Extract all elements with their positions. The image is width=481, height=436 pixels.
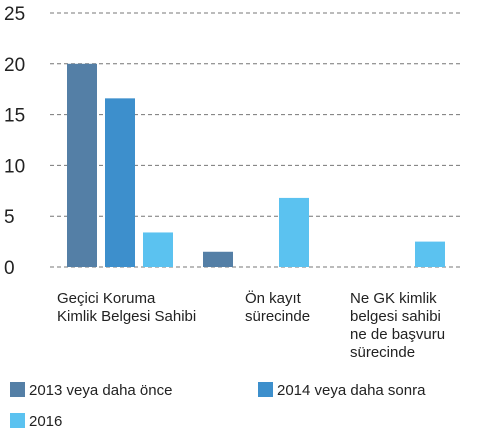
y-tick-label: 10 xyxy=(4,156,25,177)
x-tick-label: Geçici Koruma Kimlik Belgesi Sahibi xyxy=(57,290,196,325)
legend-label: 2014 veya daha sonra xyxy=(277,382,426,399)
x-tick-label: Ne GK kimlik belgesi sahibi ne de başvuru s… xyxy=(350,290,445,361)
legend-label: 2013 veya daha önce xyxy=(29,382,172,399)
y-tick-label: 20 xyxy=(4,55,25,76)
legend-swatch xyxy=(258,382,273,397)
legend-label: 2016 xyxy=(29,413,62,430)
y-tick-label: 15 xyxy=(4,106,25,127)
bar xyxy=(203,251,233,267)
bar xyxy=(415,241,445,267)
x-tick-label: Ön kayıt sürecinde xyxy=(245,289,310,325)
bar xyxy=(67,63,97,267)
y-tick-label: 0 xyxy=(4,258,15,279)
y-tick-label: 5 xyxy=(4,207,15,228)
bar xyxy=(105,98,135,268)
bar xyxy=(143,232,173,267)
legend-swatch xyxy=(10,382,25,397)
bar xyxy=(279,197,309,267)
y-tick-label: 25 xyxy=(4,4,25,25)
legend-swatch xyxy=(10,413,25,428)
